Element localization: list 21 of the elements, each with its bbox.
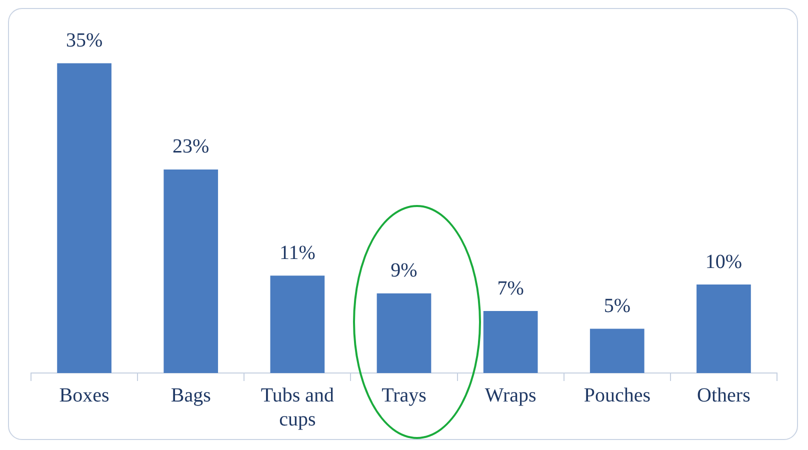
x-tick-label: Wraps <box>484 384 536 406</box>
x-tick-label: Boxes <box>59 384 110 406</box>
bar <box>57 63 112 373</box>
data-label: 9% <box>390 260 418 282</box>
bar <box>483 311 538 373</box>
data-label: 10% <box>705 250 742 273</box>
bar <box>164 169 218 373</box>
data-label: 5% <box>604 295 630 317</box>
x-tick-label: Pouches <box>584 384 651 406</box>
bar <box>376 293 432 373</box>
x-tick-label: Bags <box>170 384 212 406</box>
data-label: 23% <box>172 136 210 158</box>
data-label: 11% <box>279 242 316 264</box>
bar <box>590 328 644 373</box>
x-tick-label: Others <box>697 384 751 406</box>
x-tick-label: Tubs and cups <box>260 384 334 430</box>
data-label: 7% <box>497 277 524 300</box>
x-tick-label: Trays <box>382 384 427 406</box>
bar <box>696 284 751 373</box>
data-label: 35% <box>66 30 103 52</box>
bar <box>270 276 325 373</box>
